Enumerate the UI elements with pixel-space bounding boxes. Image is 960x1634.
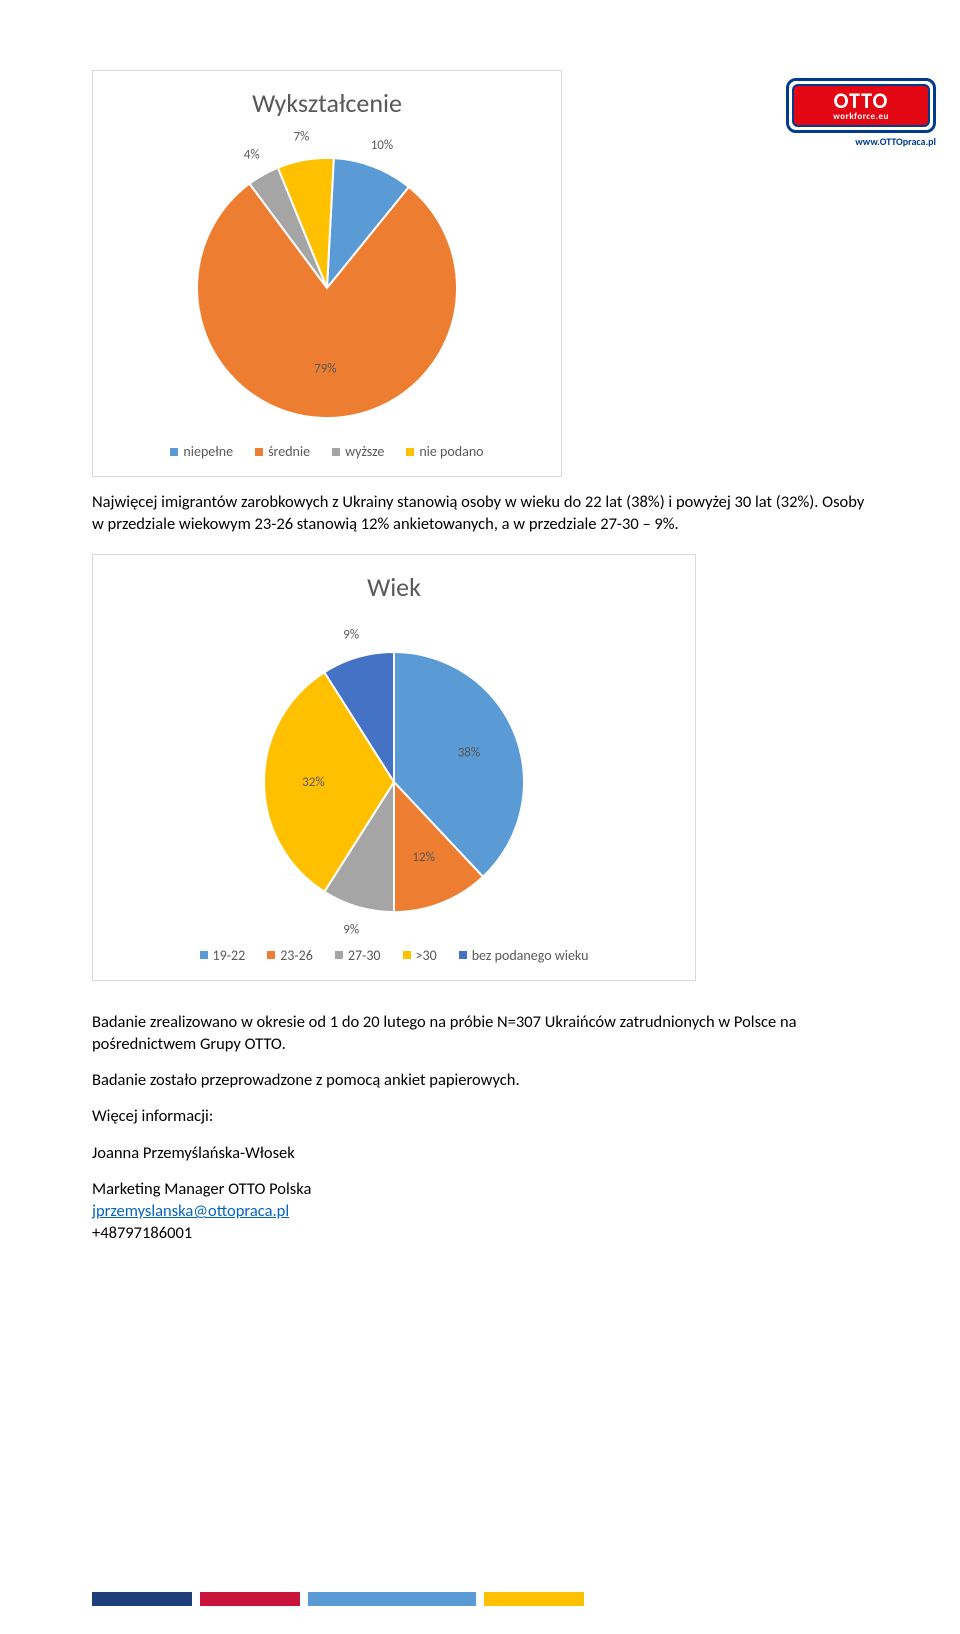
legend-label: niepełne <box>183 443 233 460</box>
legend-item: bez podanego wieku <box>459 947 589 964</box>
legend-swatch <box>267 951 275 959</box>
legend-swatch <box>170 448 178 456</box>
logo-badge: OTTO workforce.eu <box>786 78 936 133</box>
footer-bar <box>484 1592 584 1606</box>
logo-brand-bottom: workforce.eu <box>833 112 889 121</box>
legend-item: wyższe <box>332 443 384 460</box>
chart-education-title: Wykształcenie <box>101 87 553 119</box>
logo-container: OTTO workforce.eu www.OTTOpraca.pl <box>786 78 936 148</box>
pie-slice-label: 79% <box>314 362 336 377</box>
legend-label: średnie <box>268 443 310 460</box>
legend-swatch <box>459 951 467 959</box>
pie-slice-label: 32% <box>302 775 324 790</box>
pie-slice-label: 9% <box>343 627 359 642</box>
footer-bar <box>308 1592 476 1606</box>
chart-age-title: Wiek <box>101 571 687 603</box>
legend-label: 19-22 <box>213 947 246 964</box>
paragraph-2: Badanie zrealizowano w okresie od 1 do 2… <box>92 1011 868 1056</box>
logo-brand-top: OTTO <box>834 90 889 112</box>
pie-slice-label: 4% <box>244 147 260 162</box>
legend-item: 19-22 <box>200 947 246 964</box>
contact-title: Marketing Manager OTTO Polska <box>92 1179 311 1199</box>
legend-swatch <box>335 951 343 959</box>
logo-inner: OTTO workforce.eu <box>792 84 930 127</box>
legend-swatch <box>406 448 414 456</box>
paragraph-1: Najwięcej imigrantów zarobkowych z Ukrai… <box>92 491 868 536</box>
paragraph-3: Badanie zostało przeprowadzone z pomocą … <box>92 1069 868 1091</box>
legend-swatch <box>403 951 411 959</box>
legend-label: bez podanego wieku <box>472 947 589 964</box>
legend-label: nie podano <box>419 443 483 460</box>
footer-bar <box>92 1592 192 1606</box>
pie-slice-label: 38% <box>458 745 480 760</box>
chart-education: Wykształcenie 10% 79% 4% 7% niepełne średnie… <box>92 70 562 477</box>
legend-swatch <box>332 448 340 456</box>
contact-phone: +48797186001 <box>92 1223 192 1243</box>
legend-item: 23-26 <box>267 947 313 964</box>
pie-slice-label: 10% <box>371 138 393 153</box>
contact-email-link[interactable]: jprzemyslanska@ottopraca.pl <box>92 1201 289 1221</box>
legend-item: 27-30 <box>335 947 381 964</box>
chart-education-svg: 10% 79% 4% 7% <box>102 123 552 433</box>
legend-item: >30 <box>403 947 437 964</box>
legend-label: 23-26 <box>280 947 313 964</box>
pie-slice-label: 12% <box>412 849 434 864</box>
page-root: OTTO workforce.eu www.OTTOpraca.pl Wyksz… <box>0 70 960 1634</box>
legend-item: średnie <box>255 443 310 460</box>
legend-label: 27-30 <box>348 947 381 964</box>
logo-url: www.OTTOpraca.pl <box>786 135 936 148</box>
legend-label: >30 <box>416 947 437 964</box>
legend-item: nie podano <box>406 443 483 460</box>
chart-age-svg: 38% 12% 9% 32% 9% <box>104 607 684 937</box>
legend-swatch <box>255 448 263 456</box>
legend-label: wyższe <box>345 443 384 460</box>
legend-swatch <box>200 951 208 959</box>
chart-age-legend: 19-22 23-26 27-30 >30 bez podanego wieku <box>101 947 687 964</box>
legend-item: niepełne <box>170 443 233 460</box>
pie-slice-label: 7% <box>293 130 309 145</box>
chart-age: Wiek 38% 12% 9% 32% 9% 19-22 23-26 27-30 >30 bez… <box>92 554 696 981</box>
footer-bar <box>200 1592 300 1606</box>
pie-slice-label: 9% <box>343 922 359 937</box>
more-info-label: Więcej informacji: <box>92 1105 868 1127</box>
chart-education-legend: niepełne średnie wyższe nie podano <box>101 443 553 460</box>
contact-name: Joanna Przemyślańska-Włosek <box>92 1142 868 1164</box>
footer-color-bars <box>92 1592 584 1606</box>
contact-block: Marketing Manager OTTO Polska jprzemysla… <box>92 1178 868 1245</box>
